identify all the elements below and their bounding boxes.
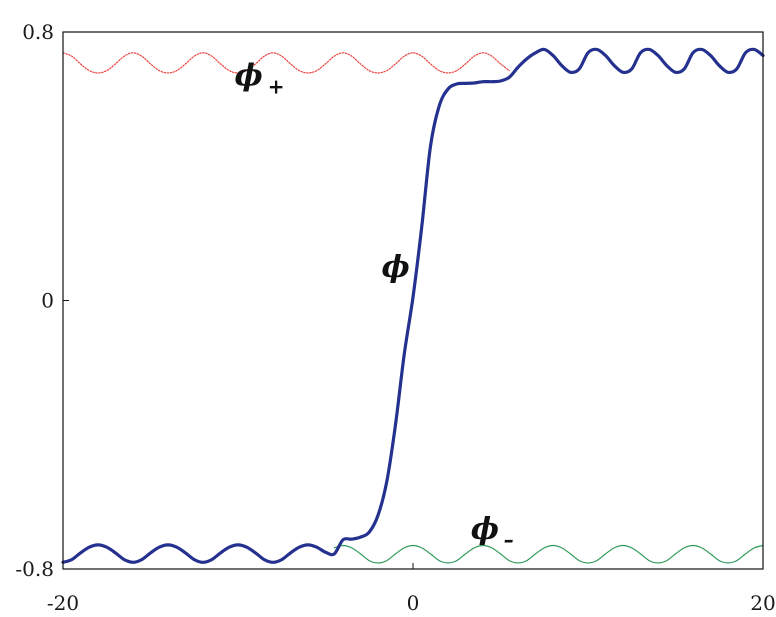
y-tick-label: 0 (41, 289, 54, 313)
y-tick-label: 0.8 (22, 20, 54, 44)
annotation-phi-minus: ϕ – (471, 512, 514, 552)
x-tick-label: 20 (750, 591, 775, 615)
y-tick-label: -0.8 (15, 557, 54, 581)
series-phi-minus (333, 544, 764, 564)
x-tick-label: -20 (47, 591, 79, 615)
series-phi (61, 47, 765, 564)
annotation-phi-plus: ϕ + (235, 59, 285, 99)
series-phi-plus (62, 52, 510, 74)
series-layer (61, 47, 765, 564)
x-tick-label: 0 (407, 591, 420, 615)
annotation-phi: ϕ (382, 250, 410, 285)
tick-layer: -20 0 20 -0.8 0 0.8 (15, 20, 775, 615)
annotation-layer: ϕ + ϕ ϕ – (235, 59, 515, 552)
